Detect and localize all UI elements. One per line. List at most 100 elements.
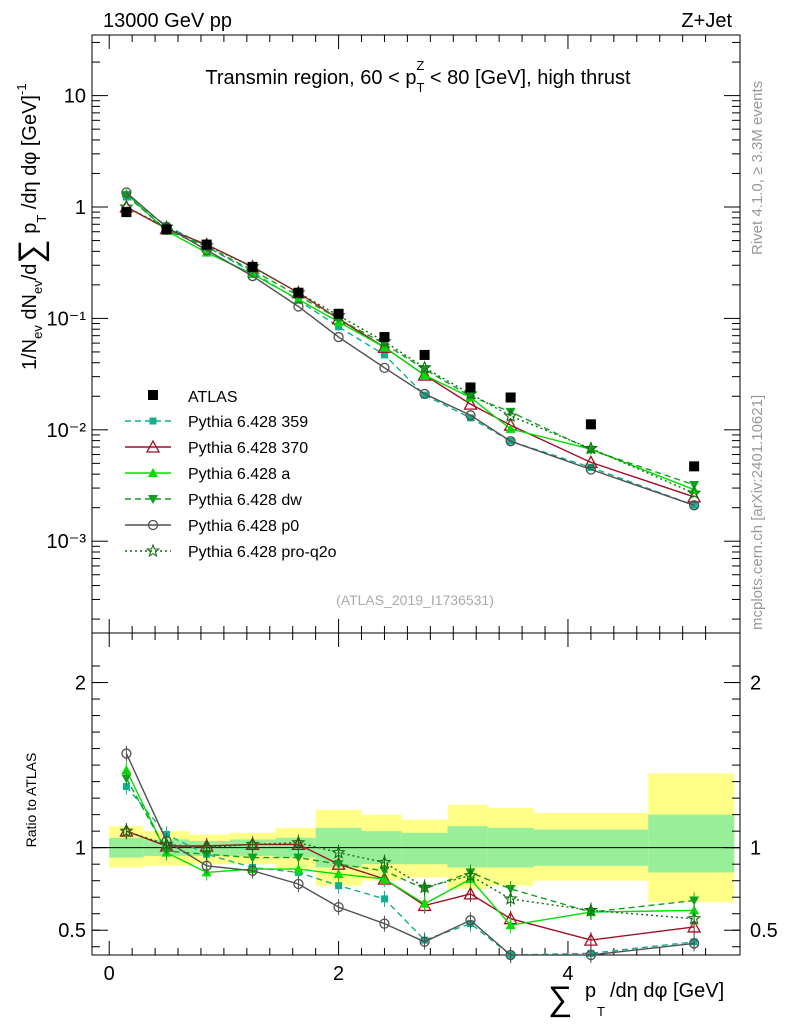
main-series-point: [689, 480, 700, 490]
ratio-y-tick-label-right: 2: [750, 673, 761, 695]
ratio-series-point: [121, 748, 132, 759]
main-y-tick-label: 10: [64, 86, 86, 108]
ratio-series-point: [505, 920, 516, 930]
main-series-point: [121, 187, 132, 198]
main-y-tick-label: 1: [75, 197, 86, 219]
ratio-series-point: [247, 865, 258, 876]
ratio-series-point: [159, 836, 174, 851]
ratio-series-point: [377, 855, 392, 869]
atlas-data-point: [689, 461, 700, 472]
main-series-point: [688, 500, 700, 511]
ratio-series-point: [335, 882, 343, 890]
main-series-point: [505, 436, 516, 447]
svg-text:∑: ∑: [548, 980, 572, 1018]
svg-text:1/Nev dNev/d∑ pT /dη dφ [GeV]: 1/Nev dNev/d∑ pT /dη dφ [GeV]-1: [12, 83, 50, 370]
legend: ATLAS Pythia 6.428 359 Pythia 6.428 370 Pyt…: [125, 389, 337, 561]
ratio-y-tick-label-right: 1: [750, 838, 761, 860]
legend-label: Pythia 6.428 370: [188, 440, 308, 457]
ratio-series-point: [687, 919, 702, 933]
main-series-point: [419, 370, 430, 380]
main-series-point: [466, 414, 474, 422]
ratio-series-point: [379, 866, 390, 876]
analysis-id: (ATLAS_2019_I1736531): [336, 592, 494, 608]
main-series-point: [686, 485, 702, 500]
main-series-line: [126, 206, 695, 494]
main-series-point: [503, 408, 518, 423]
x-tick-label: 0: [104, 963, 115, 985]
plot-title: Transmin region, 60 < pTZ < 80 [GeV], hi…: [205, 58, 631, 95]
ratio-series-line: [125, 777, 695, 913]
main-series-point: [421, 391, 429, 399]
main-series-point: [335, 323, 343, 331]
legend-label: Pythia 6.428 dw: [188, 492, 302, 509]
atlas-data-point: [121, 207, 132, 218]
main-y-tick-label: 10⁻¹: [47, 308, 87, 330]
legend-atlas-marker: [148, 390, 158, 400]
legend-marker: [148, 468, 158, 477]
ratio-series-point: [505, 949, 516, 961]
x-tick-label: 4: [562, 963, 573, 985]
main-series-point: [463, 396, 478, 410]
main-series-point: [293, 301, 304, 312]
ratio-frame: [91, 632, 741, 956]
main-series-point: [417, 360, 432, 374]
legend-marker: [145, 543, 161, 558]
main-series-point: [417, 367, 432, 381]
ratio-series-point: [585, 949, 597, 961]
ratio-series-point: [583, 932, 598, 946]
ratio-series-point: [380, 895, 388, 903]
mcplots-label: mcplots.cern.ch [arXiv:2401.10621]: [749, 395, 766, 630]
main-series-line: [125, 193, 695, 491]
svg-text:T: T: [597, 1004, 605, 1019]
legend-label: Pythia 6.428 a: [188, 466, 290, 483]
ratio-series-point: [333, 901, 344, 913]
main-series-point: [690, 501, 698, 509]
ratio-series-point: [331, 845, 346, 859]
legend-marker: [149, 417, 157, 425]
ratio-series-point: [291, 835, 306, 849]
ratio-y-axis-label: Ratio to ATLAS: [23, 753, 39, 848]
ratio-series-point: [503, 891, 518, 905]
ratio-series-point: [121, 774, 132, 784]
atlas-data-point: [293, 287, 304, 298]
legend-marker: [147, 519, 159, 531]
ratio-series-point: [379, 918, 390, 929]
ratio-series-point: [293, 878, 304, 890]
ratio-series-point: [247, 853, 258, 863]
ratio-series-point: [689, 896, 700, 906]
energy-label: 13000 GeV pp: [103, 10, 232, 32]
main-series-point: [583, 440, 599, 455]
atlas-data-point: [379, 332, 390, 343]
main-y-tick-label: 10⁻²: [47, 420, 87, 442]
atlas-data-point: [247, 261, 258, 272]
atlas-data-point: [333, 308, 344, 319]
ratio-series-point: [121, 765, 132, 775]
legend-label: ATLAS: [188, 389, 238, 406]
main-series-point: [121, 191, 132, 201]
main-y-axis-label: 1/Nev dNev/d∑ pT /dη dφ [GeV]-1: [12, 83, 50, 370]
ratio-series-point: [333, 869, 344, 879]
ratio-series-point: [463, 886, 478, 900]
ratio-y-tick-label: 2: [75, 673, 86, 695]
main-series-point: [583, 455, 598, 469]
main-series-point: [505, 423, 516, 433]
main-series-point: [585, 464, 597, 475]
ratio-panel: 2 2 1 1 0.5 0.5 0 2 4: [58, 632, 778, 985]
ratio-series-point: [505, 884, 516, 894]
ratio-series-point: [419, 936, 430, 947]
legend-label: Pythia 6.428 359: [188, 414, 308, 431]
ratio-series-point: [293, 864, 304, 874]
main-series-point: [380, 351, 388, 359]
rivet-label: Rivet 4.1.0, ≥ 3.3M events: [749, 81, 766, 255]
ratio-series-point: [333, 860, 344, 870]
atlas-data-point: [201, 239, 212, 250]
main-series-point: [505, 407, 516, 417]
atlas-data-point: [505, 392, 516, 403]
legend-marker: [145, 439, 161, 453]
main-series-line: [125, 191, 695, 506]
process-label: Z+Jet: [681, 10, 732, 32]
ratio-series-point: [119, 823, 134, 838]
ratio-band-green: [447, 826, 488, 868]
x-axis-label: ∑ p T /dη dφ [GeV]: [548, 980, 724, 1019]
